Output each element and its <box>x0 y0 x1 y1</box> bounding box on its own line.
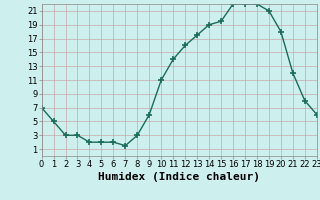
X-axis label: Humidex (Indice chaleur): Humidex (Indice chaleur) <box>98 172 260 182</box>
